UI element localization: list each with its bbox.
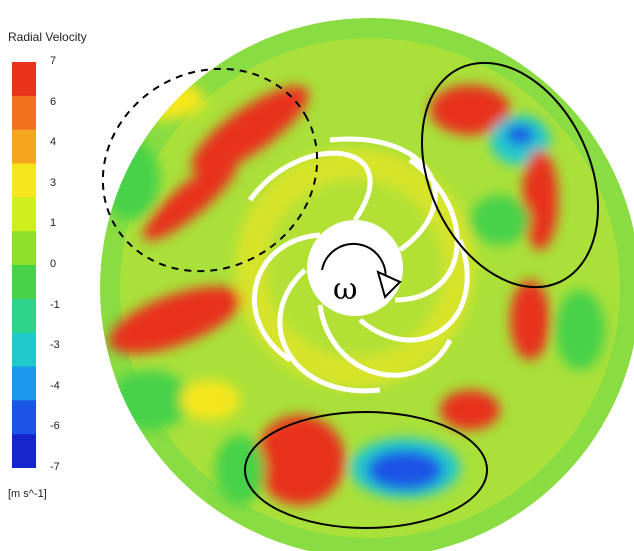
color-scale-bar	[12, 62, 36, 468]
legend-tick-label: 1	[50, 217, 57, 230]
legend-tick-label: 4	[50, 136, 57, 149]
legend-color-swatch	[12, 298, 36, 334]
rotation-arrow-icon	[321, 242, 402, 299]
legend-color-swatch	[12, 62, 36, 97]
legend-tick-label: -1	[50, 298, 60, 311]
impeller-blades	[247, 136, 470, 394]
legend-tick-label: -7	[50, 461, 60, 473]
legend-unit: [m s^-1]	[8, 488, 47, 500]
dashed-highlight-ellipse	[101, 67, 319, 273]
legend-tick-label: -3	[50, 339, 60, 352]
legend-color-swatch	[12, 95, 36, 131]
legend-color-swatch	[12, 231, 36, 266]
legend-color-swatch	[12, 129, 36, 164]
legend-color-swatch	[12, 400, 36, 435]
legend-color-swatch	[12, 332, 36, 367]
legend-tick-label: 7	[50, 55, 57, 67]
omega-symbol: ω	[333, 272, 358, 307]
legend-title: Radial Velocity	[8, 30, 87, 44]
highlight-ellipse-upper-right	[421, 61, 599, 289]
highlight-ellipse-bottom	[244, 411, 488, 529]
legend-color-swatch	[12, 197, 36, 232]
legend-color-swatch	[12, 265, 36, 300]
legend-tick-label: -6	[50, 420, 60, 433]
legend-tick-label: 6	[50, 95, 57, 108]
legend-color-swatch	[12, 434, 36, 468]
legend-color-swatch	[12, 366, 36, 401]
legend-tick-label: 3	[50, 176, 57, 189]
legend-color-swatch	[12, 163, 36, 198]
impeller-hub	[307, 220, 403, 316]
legend-tick-label: 0	[50, 258, 57, 270]
legend-tick-label: -4	[50, 379, 60, 392]
